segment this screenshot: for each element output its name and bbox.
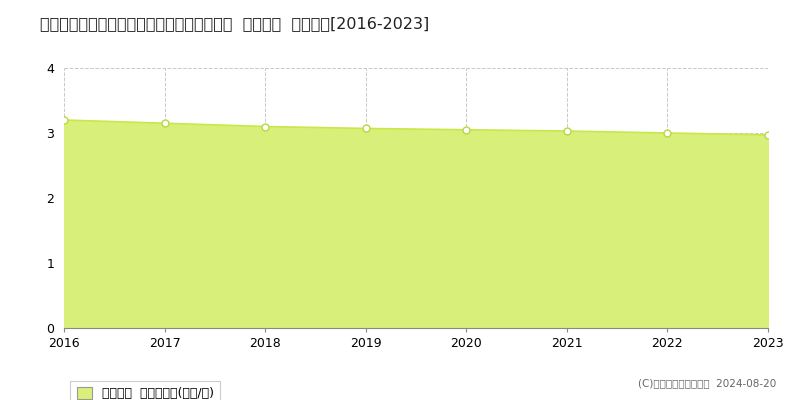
Point <box>158 120 171 126</box>
Text: (C)土地価格ドットコム  2024-08-20: (C)土地価格ドットコム 2024-08-20 <box>638 378 776 388</box>
Point <box>258 123 271 130</box>
Point <box>762 132 774 138</box>
Point <box>58 117 70 123</box>
Text: 福島県西白河郡泉崎村大字踏瀬字踏瀬３０番  基準地価  地価推移[2016-2023]: 福島県西白河郡泉崎村大字踏瀬字踏瀬３０番 基準地価 地価推移[2016-2023… <box>40 16 430 31</box>
Point <box>460 126 473 133</box>
Point <box>661 130 674 136</box>
Legend: 基準地価  平均坪単価(万円/坪): 基準地価 平均坪単価(万円/坪) <box>70 381 220 400</box>
Point <box>359 125 372 132</box>
Point <box>561 128 574 134</box>
